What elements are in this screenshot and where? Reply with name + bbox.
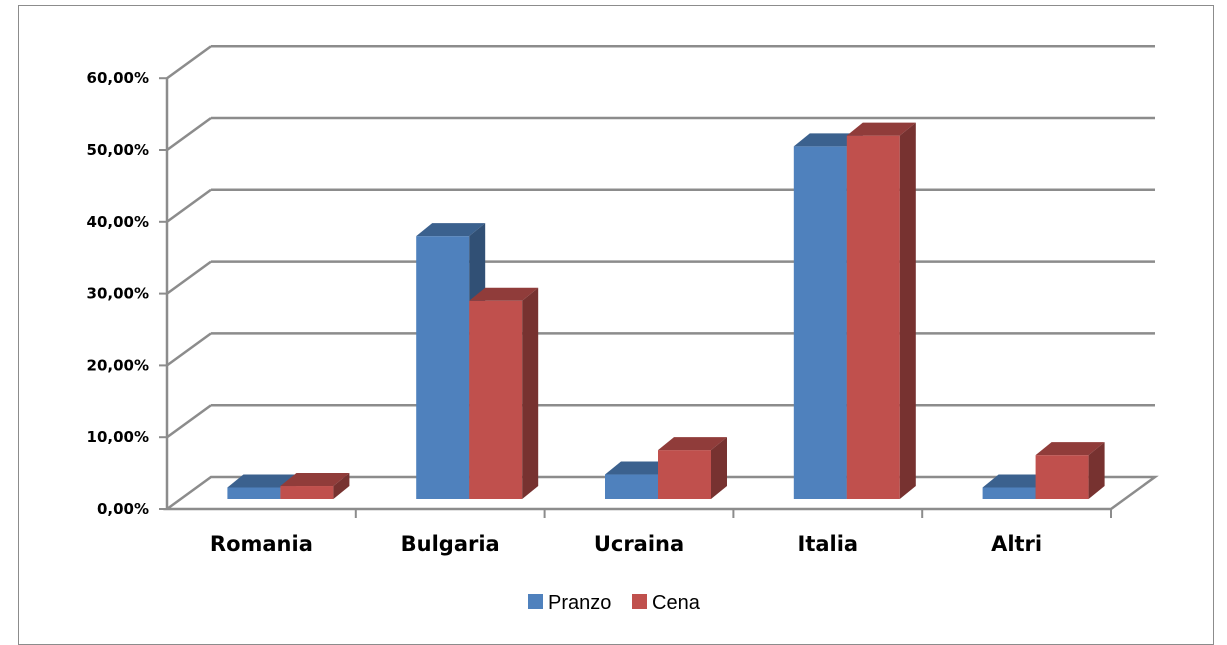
legend-label: Cena — [652, 592, 701, 614]
bar-side — [333, 473, 350, 499]
labels-layer: 0,00% 10,00% 20,00% 30,00% 40,00% 50,00% 60,00… — [87, 69, 1043, 556]
y-tick-label: 0,00% — [97, 500, 149, 518]
y-tick-label: 30,00% — [87, 285, 149, 303]
bar-front — [416, 236, 470, 499]
legend-layer: Pranzo Cena — [528, 592, 701, 614]
bar-front — [793, 146, 847, 499]
y-tick-label: 20,00% — [87, 356, 149, 374]
legend-swatch — [528, 594, 543, 609]
legend-item-pranzo: Pranzo — [528, 592, 611, 614]
bar-top — [605, 461, 674, 475]
bar-cena-ucraina — [658, 437, 727, 499]
bar-cena-romania — [280, 473, 350, 499]
y-tick-label: 40,00% — [87, 213, 149, 231]
bar-top — [1035, 442, 1105, 456]
x-category-label: Italia — [798, 532, 859, 556]
y-tick-label: 10,00% — [87, 428, 149, 446]
wall-tick — [166, 404, 212, 439]
bar-top — [469, 287, 539, 301]
bar-front — [658, 450, 711, 499]
bar-top — [846, 122, 916, 136]
y-tick-label: 60,00% — [87, 69, 149, 87]
x-category-label: Romania — [210, 532, 313, 556]
bar-side — [711, 437, 727, 499]
bar-top — [416, 223, 486, 237]
bar-side — [1088, 442, 1105, 499]
x-category-label: Bulgaria — [401, 532, 500, 556]
bar-cena-italia — [846, 122, 916, 499]
x-category-label: Ucraina — [594, 532, 684, 556]
x-category-label: Altri — [991, 532, 1042, 556]
grid-layer — [159, 44, 1159, 518]
bar-front — [982, 487, 1036, 499]
chart-frame — [18, 5, 1214, 645]
bar-cena-altri — [1035, 442, 1105, 499]
legend-item-cena: Cena — [632, 592, 701, 614]
floor — [163, 475, 1159, 511]
bar-front — [605, 474, 658, 499]
bar-top — [658, 437, 727, 451]
legend-swatch — [632, 594, 647, 609]
wall-tick — [166, 332, 212, 367]
bars-layer — [227, 122, 1105, 499]
bar-top — [280, 473, 350, 487]
bar-top — [982, 474, 1052, 488]
wall-tick — [166, 188, 212, 223]
bar-front — [846, 135, 900, 499]
bar-side — [899, 122, 916, 499]
bar-top — [227, 474, 297, 488]
bar-front — [469, 300, 523, 499]
bar-front — [227, 487, 281, 499]
bar-cena-bulgaria — [469, 287, 539, 499]
bar-side — [522, 287, 539, 499]
wall-tick — [166, 260, 212, 295]
y-tick-label: 50,00% — [87, 141, 149, 159]
legend-label: Pranzo — [548, 592, 611, 614]
bar-front — [1035, 455, 1089, 499]
wall-tick — [166, 116, 212, 152]
bar-front — [280, 486, 334, 499]
wall-tick — [166, 45, 212, 80]
bar-top — [793, 133, 863, 147]
